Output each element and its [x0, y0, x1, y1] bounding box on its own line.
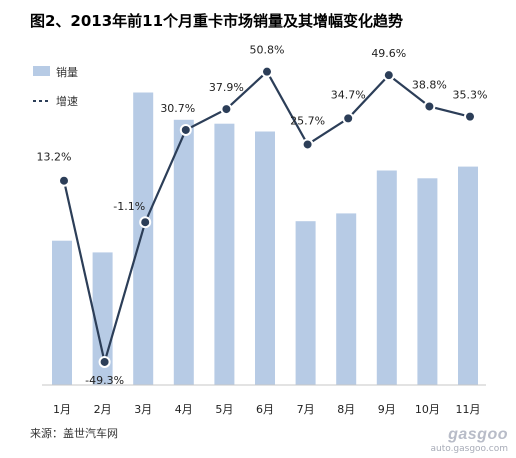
- x-tick-1: 1月: [53, 403, 71, 416]
- growth-label-10: 38.8%: [412, 78, 447, 91]
- growth-point-3: [139, 216, 152, 229]
- growth-label-7: 25.7%: [290, 114, 325, 127]
- bar-3: [133, 92, 154, 385]
- growth-point-11: [464, 110, 476, 123]
- growth-point-2: [98, 355, 111, 368]
- growth-label-8: 34.7%: [331, 88, 366, 101]
- source-note: 来源：盖世汽车网: [30, 427, 118, 440]
- x-tick-9: 9月: [378, 403, 396, 416]
- x-tick-5: 5月: [215, 403, 233, 416]
- growth-label-2: -49.3%: [85, 374, 124, 387]
- bar-9: [376, 170, 397, 385]
- bar-8: [336, 213, 357, 385]
- growth-label-5: 37.9%: [209, 81, 244, 94]
- growth-line-group: 13.2% -49.3% -1.1% 30.7% 37.9% 50.8% 25.7% 34.7…: [37, 44, 488, 387]
- growth-point-10: [423, 100, 436, 113]
- bars-group: [52, 92, 478, 386]
- bar-6: [255, 131, 275, 385]
- watermark-brand: gasgoo: [448, 426, 508, 443]
- growth-point-4: [179, 123, 192, 136]
- bar-5: [214, 123, 235, 385]
- growth-point-7: [301, 138, 314, 151]
- growth-label-1: 13.2%: [37, 151, 72, 164]
- legend: 销量 增速: [33, 65, 78, 108]
- x-tick-11: 11月: [456, 403, 481, 416]
- chart-title: 图2、2013年前11个月重卡市场销量及其增幅变化趋势: [30, 12, 404, 30]
- bar-7: [295, 221, 316, 385]
- growth-label-9: 49.6%: [371, 47, 406, 60]
- watermark: gasgoo auto.gasgoo.com: [430, 426, 508, 454]
- x-tick-8: 8月: [337, 403, 355, 416]
- growth-label-11: 35.3%: [453, 89, 488, 102]
- growth-point-8: [342, 112, 355, 125]
- growth-point-9: [382, 69, 395, 82]
- x-ticks: 1月 2月 3月 4月 5月 6月 7月 8月 9月 10月 11月: [53, 403, 481, 416]
- growth-point-6: [261, 65, 273, 78]
- watermark-url: auto.gasgoo.com: [430, 444, 508, 454]
- legend-line-label: 增速: [56, 94, 78, 108]
- legend-bar-label: 销量: [56, 65, 78, 79]
- x-tick-6: 6月: [256, 403, 274, 416]
- legend-bar-swatch: [33, 66, 50, 76]
- x-tick-4: 4月: [175, 403, 193, 416]
- bar-10: [417, 178, 438, 385]
- growth-point-5: [220, 103, 233, 116]
- growth-label-4: 30.7%: [160, 102, 195, 115]
- growth-label-6: 50.8%: [250, 44, 285, 57]
- x-tick-10: 10月: [415, 403, 440, 416]
- growth-label-3: -1.1%: [113, 200, 145, 213]
- x-tick-2: 2月: [94, 403, 112, 416]
- x-tick-7: 7月: [297, 403, 315, 416]
- growth-point-1: [58, 174, 70, 187]
- bar-11: [458, 166, 478, 385]
- bar-4: [173, 119, 194, 386]
- x-tick-3: 3月: [134, 403, 152, 416]
- bar-1: [52, 240, 72, 385]
